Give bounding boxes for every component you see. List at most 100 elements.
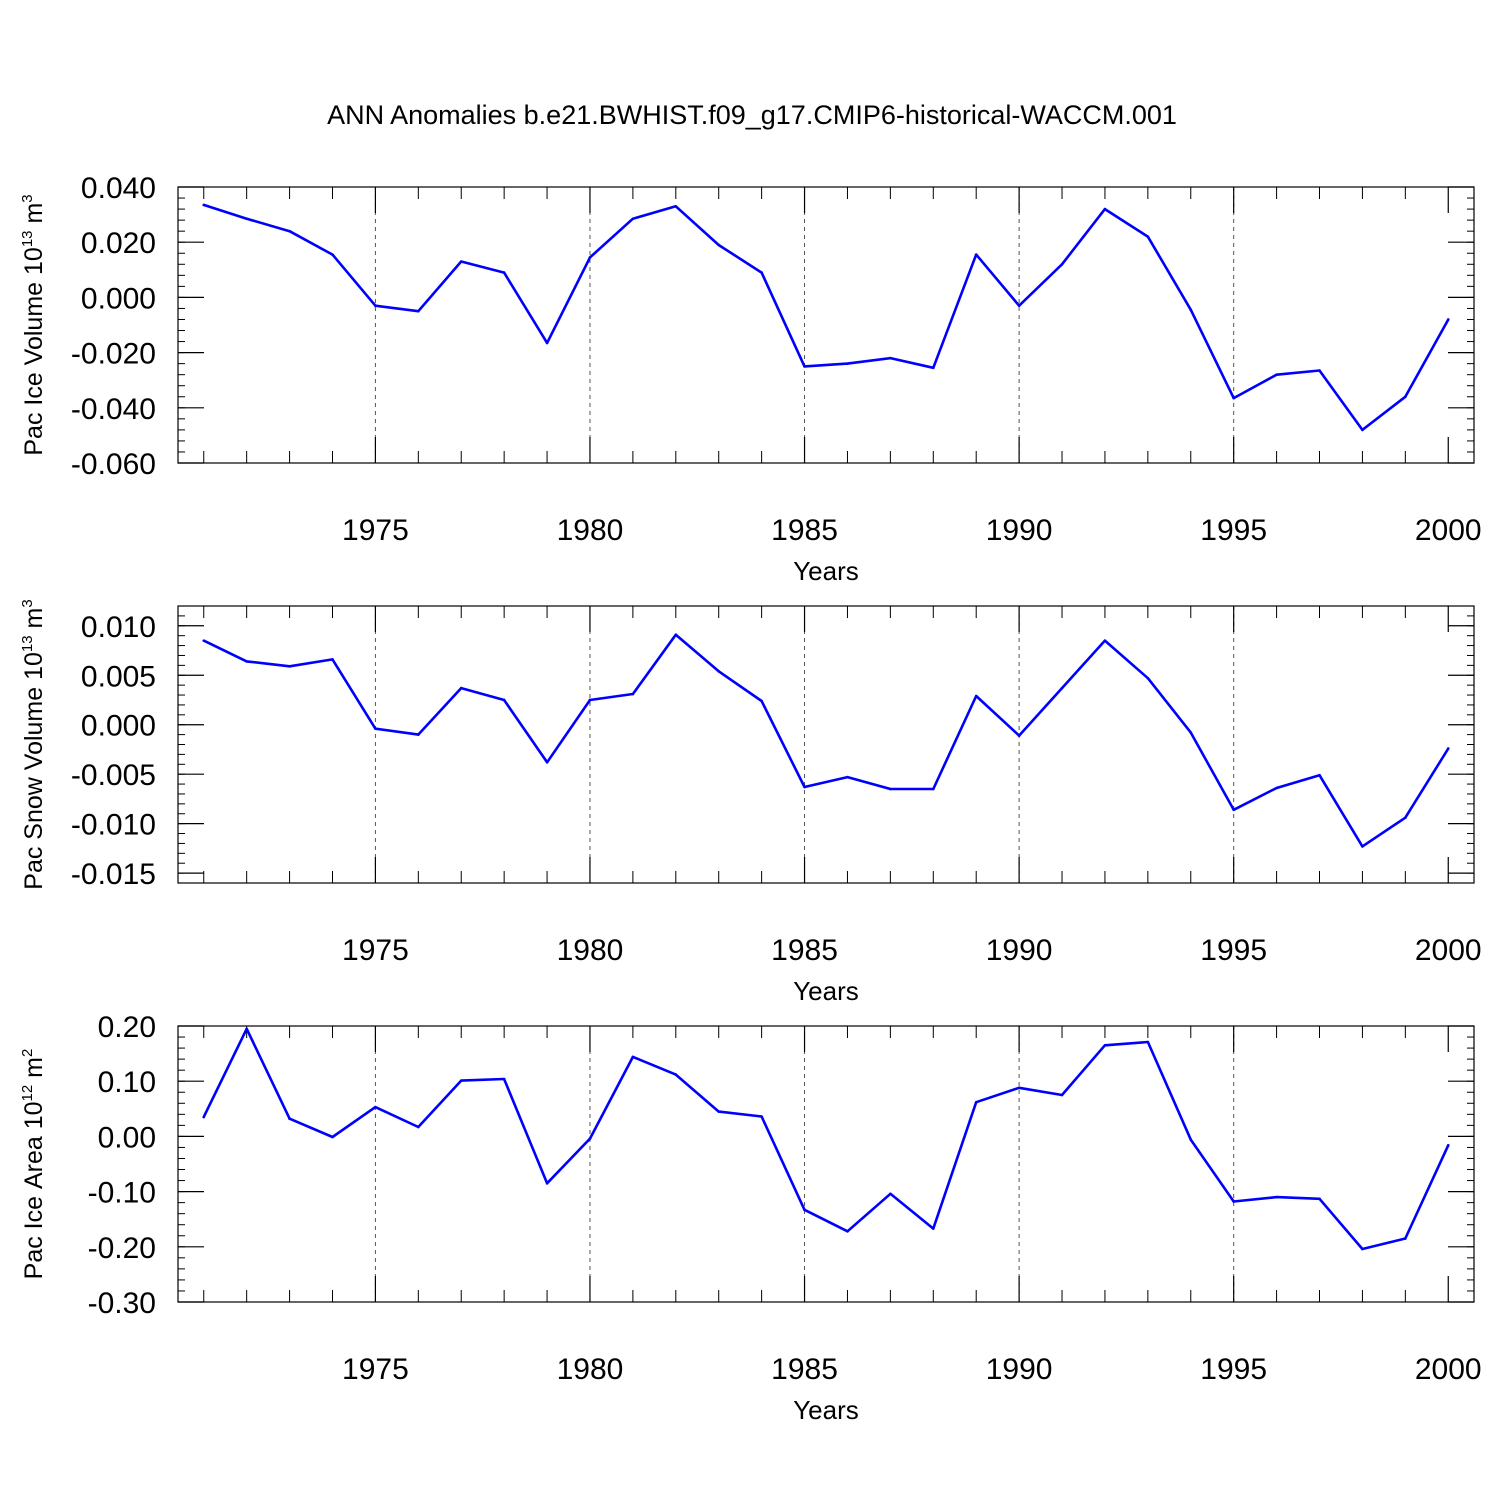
y-axis-title: Pac Ice Volume 1013 m3 xyxy=(19,194,48,455)
y-tick-label: -0.060 xyxy=(71,448,156,481)
data-point xyxy=(1361,845,1364,848)
data-point xyxy=(1318,773,1321,777)
x-tick-label: 1995 xyxy=(1200,514,1267,547)
data-point xyxy=(1446,1143,1450,1147)
y-axis-title: Pac Ice Area 1012 m2 xyxy=(19,1049,48,1280)
data-point xyxy=(1189,308,1193,312)
data-point xyxy=(760,1115,763,1118)
data-point xyxy=(1232,808,1235,812)
data-point xyxy=(245,660,248,663)
data-point xyxy=(717,243,721,247)
x-tick-label: 1985 xyxy=(771,934,838,967)
data-point xyxy=(717,1110,721,1113)
panel-1: -0.060 -0.040 -0.020 0.000 0.020 0.040 1975 198… xyxy=(19,172,1482,586)
data-point xyxy=(1361,428,1364,432)
x-axis-title: Years xyxy=(793,1395,859,1425)
data-point xyxy=(1103,1044,1107,1047)
data-point xyxy=(1060,262,1064,266)
data-point xyxy=(1318,1197,1321,1201)
data-point xyxy=(1060,1093,1064,1097)
data-point xyxy=(974,1100,978,1104)
y-tick-label: -0.040 xyxy=(71,393,156,426)
data-point xyxy=(417,733,420,736)
data-point xyxy=(545,1182,549,1185)
y-tick-label: -0.010 xyxy=(71,809,156,842)
data-point xyxy=(931,1227,935,1230)
data-point xyxy=(1275,1195,1278,1199)
data-point xyxy=(245,217,248,221)
data-point xyxy=(1103,207,1107,211)
data-point xyxy=(1189,1138,1193,1142)
y-tick-label: -0.015 xyxy=(71,858,156,891)
y-axis-title-text: m xyxy=(20,203,48,231)
series-line xyxy=(203,203,1450,432)
y-tick-label: -0.020 xyxy=(71,338,156,371)
data-point xyxy=(1146,676,1150,680)
y-tick-label: 0.000 xyxy=(81,710,156,743)
x-tick-label: 1975 xyxy=(342,934,409,967)
data-point xyxy=(1060,686,1064,690)
data-point xyxy=(1232,396,1235,400)
y-axis-title-superscript: 13 xyxy=(19,635,36,652)
x-tick-label: 1995 xyxy=(1200,1353,1267,1386)
data-point xyxy=(1404,395,1407,399)
data-point xyxy=(459,1079,463,1082)
x-axis-title: Years xyxy=(793,976,859,1006)
data-point xyxy=(974,694,978,698)
data-point xyxy=(1189,731,1193,734)
data-point xyxy=(288,229,291,233)
data-point xyxy=(502,1077,506,1081)
y-tick-label: -0.30 xyxy=(88,1287,156,1320)
y-tick-label: 0.020 xyxy=(81,227,156,260)
data-point xyxy=(1017,304,1021,307)
x-tick-label: 1980 xyxy=(557,514,624,547)
x-tick-label: 1975 xyxy=(342,514,409,547)
chart-title: ANN Anomalies b.e21.BWHIST.f09_g17.CMIP6… xyxy=(327,100,1177,130)
x-tick-label: 1995 xyxy=(1200,934,1267,967)
data-point xyxy=(1146,1040,1150,1044)
y-axis-title-superscript: 3 xyxy=(19,194,36,202)
data-point xyxy=(202,1115,206,1119)
y-axis-title-superscript: 2 xyxy=(19,1049,36,1057)
data-point xyxy=(588,698,592,702)
data-point xyxy=(374,727,377,730)
data-point xyxy=(202,639,206,642)
y-tick-label: 0.10 xyxy=(98,1066,156,1099)
data-point xyxy=(288,665,291,668)
x-tick-label: 2000 xyxy=(1415,1353,1482,1386)
y-axis-title-text: m xyxy=(20,1057,48,1085)
data-point xyxy=(889,1192,892,1196)
plot-frame xyxy=(177,1025,1475,1303)
data-point xyxy=(288,1117,291,1121)
x-tick-label: 1980 xyxy=(557,1353,624,1386)
x-tick-label: 1990 xyxy=(986,1353,1053,1386)
data-point xyxy=(374,304,377,307)
data-point xyxy=(1404,1237,1407,1240)
data-point xyxy=(803,785,806,789)
y-tick-label: 0.040 xyxy=(81,172,156,205)
y-axis-title-superscript: 13 xyxy=(19,230,36,247)
data-point xyxy=(931,366,935,370)
x-tick-label: 1975 xyxy=(342,1353,409,1386)
y-axis-title-text: Pac Ice Volume 10 xyxy=(20,247,48,455)
data-point xyxy=(1017,734,1021,737)
data-point xyxy=(1275,786,1278,790)
data-point xyxy=(1275,373,1278,376)
data-point xyxy=(1146,235,1150,238)
data-point xyxy=(1446,747,1450,750)
series-line xyxy=(202,1027,1450,1251)
data-point xyxy=(1017,1086,1021,1090)
series-line xyxy=(203,633,1450,848)
data-point xyxy=(803,1208,806,1212)
data-point xyxy=(331,253,334,256)
y-axis-title-text: Pac Ice Area 10 xyxy=(20,1101,48,1279)
panel-3: -0.30 -0.20 -0.10 0.00 0.10 0.20 1975 1980 1985 1… xyxy=(19,1011,1482,1425)
data-point xyxy=(674,633,678,636)
x-tick-label: 1990 xyxy=(986,934,1053,967)
y-tick-label: 0.010 xyxy=(81,611,156,644)
y-tick-label: -0.005 xyxy=(71,759,156,792)
x-tick-label: 1985 xyxy=(771,1353,838,1386)
data-point xyxy=(1361,1247,1364,1251)
x-tick-label: 1990 xyxy=(986,514,1053,547)
data-point xyxy=(588,1137,592,1140)
